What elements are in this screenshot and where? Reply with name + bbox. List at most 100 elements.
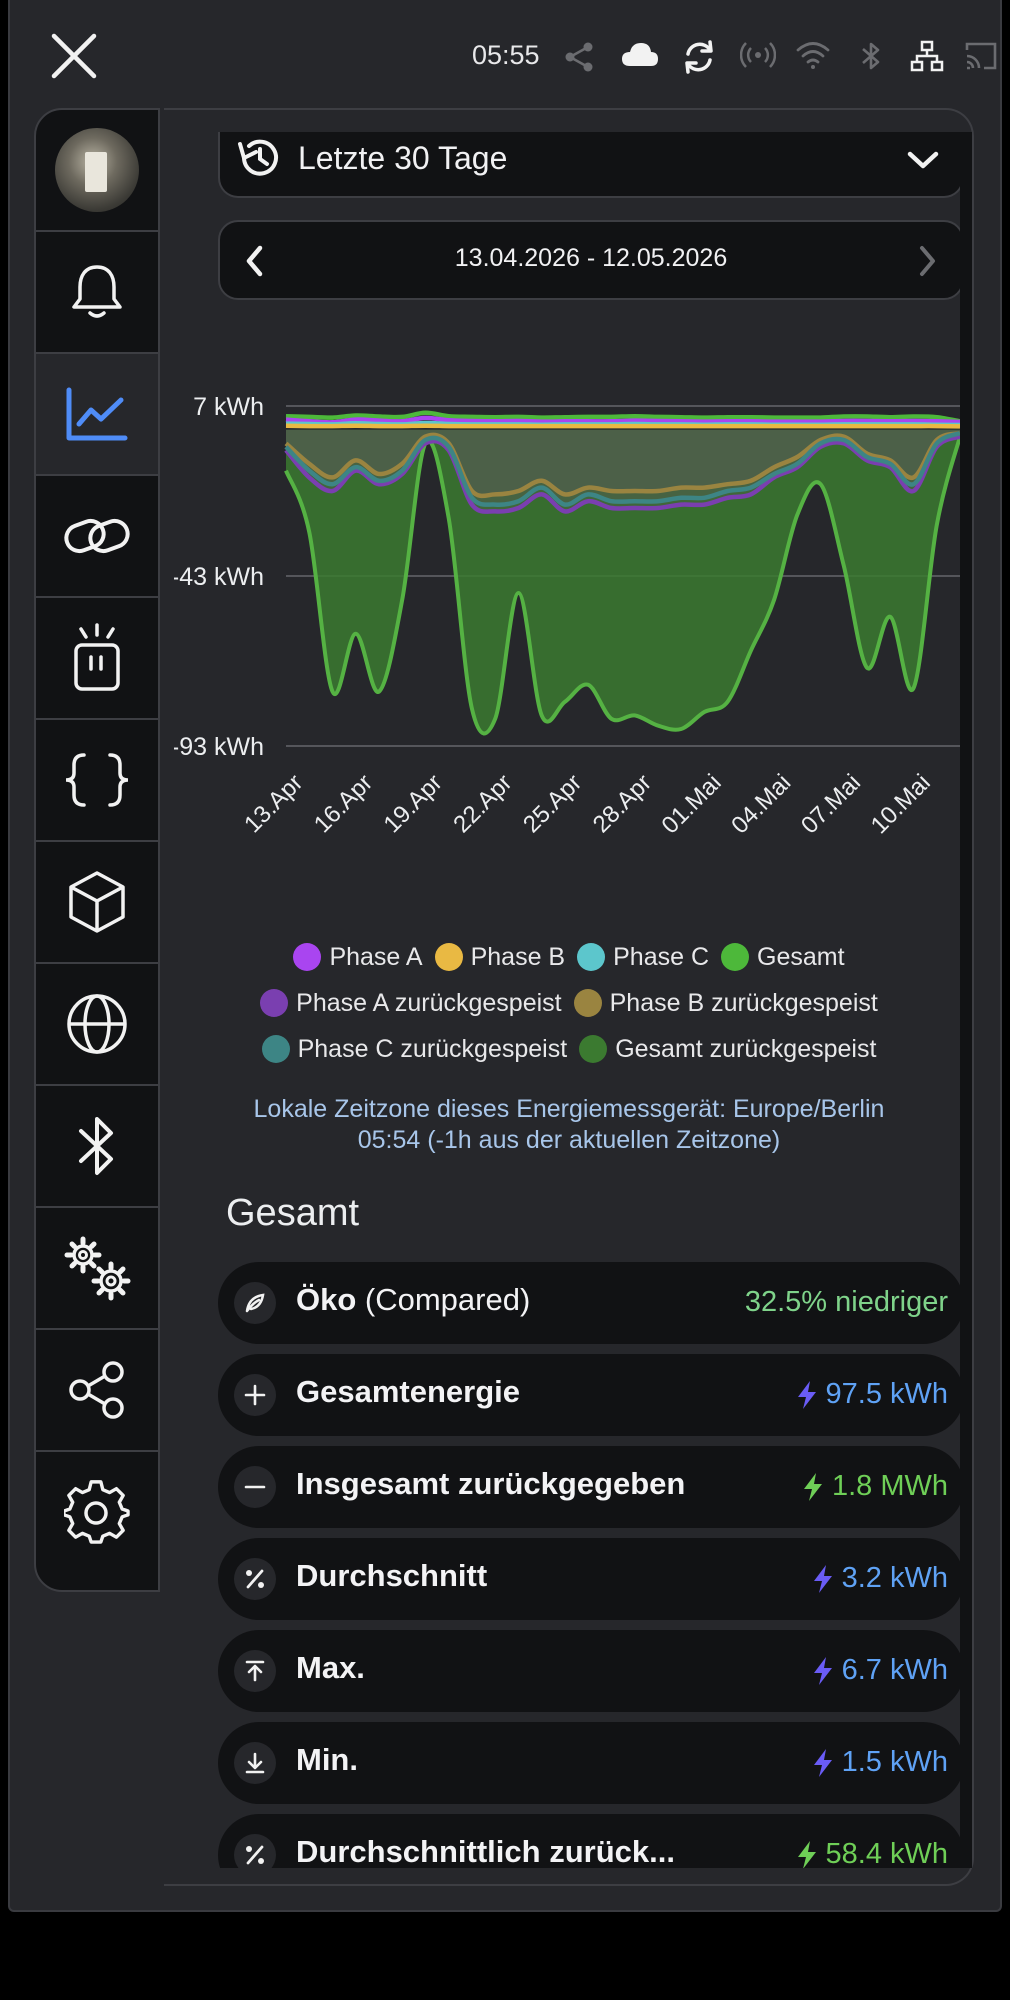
x-tick-label: 10.Mai — [866, 769, 936, 839]
avatar[interactable] — [55, 128, 139, 212]
share-icon — [69, 1361, 124, 1419]
legend-item[interactable]: Phase C — [577, 943, 709, 972]
device-frame: 05:55 — [8, 0, 1002, 1912]
stat-value: 1.8 MWh — [802, 1470, 948, 1503]
legend-item[interactable]: Phase A zurückgespeist — [260, 989, 562, 1018]
stat-value: 32.5% niedriger — [745, 1286, 948, 1319]
stat-row[interactable]: Min. 1.5 kWh — [218, 1722, 964, 1804]
x-tick-label: 13.Apr — [239, 769, 308, 838]
stat-value: 97.5 kWh — [796, 1378, 949, 1411]
bolt-icon — [813, 1748, 832, 1777]
series-line — [285, 423, 961, 429]
percent-icon — [234, 1834, 276, 1868]
stat-name-text: Max. — [296, 1650, 365, 1685]
stat-name-text: Gesamtenergie — [296, 1374, 520, 1409]
stat-name-text: Öko — [296, 1282, 357, 1317]
series-line — [284, 434, 961, 514]
timezone-line-2: 05:54 (-1h aus der aktuellen Zeitzone) — [357, 1126, 781, 1154]
sidebar-item-sharing[interactable] — [36, 1330, 158, 1452]
legend-swatch — [721, 943, 749, 971]
stat-row[interactable]: Max. 6.7 kWh — [218, 1630, 964, 1712]
legend-label: Phase B zurückgespeist — [609, 988, 878, 1017]
timezone-info: Lokale Zeitzone dieses Energiemessgerät:… — [194, 1094, 944, 1156]
stat-row[interactable]: Gesamtenergie 97.5 kWh — [218, 1354, 964, 1436]
sidebar-item-network[interactable] — [36, 964, 158, 1086]
sidebar-item-profile[interactable] — [36, 110, 158, 232]
sidebar-item-bluetooth[interactable] — [36, 1086, 158, 1208]
period-label: Letzte 30 Tage — [298, 140, 508, 176]
link-icon — [64, 518, 130, 554]
scrollbar[interactable] — [960, 132, 972, 1868]
stat-value: 6.7 kWh — [812, 1654, 948, 1687]
stat-name: Max. — [296, 1650, 365, 1686]
x-tick-label: 19.Apr — [379, 769, 448, 838]
stat-value-text: 97.5 kWh — [825, 1378, 949, 1410]
stat-value: 3.2 kWh — [812, 1562, 948, 1595]
sidebar-item-statistics[interactable] — [36, 354, 158, 476]
broadcast-icon — [740, 42, 776, 68]
legend-item[interactable]: Phase A — [293, 943, 423, 972]
x-tick-label: 04.Mai — [726, 769, 796, 839]
sidebar-item-advanced-settings[interactable] — [36, 1208, 158, 1330]
history-icon — [238, 139, 278, 176]
x-tick-label: 25.Apr — [518, 769, 587, 838]
gears-icon — [64, 1236, 131, 1301]
y-tick-label: 7 kWh — [193, 393, 264, 421]
stat-name: Durchschnittlich zurück... — [296, 1834, 675, 1868]
chart-legend: Phase A Phase B Phase C Gesamt Phase A zurü… — [174, 934, 964, 1072]
stat-name-text: Insgesamt zurückgegeben — [296, 1466, 686, 1501]
legend-swatch — [434, 943, 463, 971]
bolt-icon — [797, 1380, 816, 1409]
sidebar-item-links[interactable] — [36, 476, 158, 598]
x-tick-label: 01.Mai — [657, 769, 727, 839]
timezone-line-1: Lokale Zeitzone dieses Energiemessgerät:… — [253, 1095, 885, 1123]
series-area — [286, 429, 960, 505]
stat-row[interactable]: Insgesamt zurückgegeben 1.8 MWh — [218, 1446, 964, 1528]
stat-value-text: 3.2 kWh — [841, 1562, 948, 1594]
bolt-icon — [797, 1840, 816, 1868]
sidebar-item-notifications[interactable] — [36, 232, 158, 354]
legend-item[interactable]: Phase C zurückgespeist — [261, 1035, 567, 1064]
stat-value: 1.5 kWh — [812, 1746, 948, 1779]
sidebar-item-device[interactable] — [36, 598, 158, 720]
stat-value-text: 1.5 kWh — [841, 1746, 948, 1778]
stat-name-text: Durchschnitt — [296, 1558, 488, 1593]
legend-item[interactable]: Phase B — [434, 942, 566, 972]
section-title: Gesamt — [226, 1192, 360, 1234]
stat-row[interactable]: Durchschnitt 3.2 kWh — [218, 1538, 964, 1620]
leaf-icon — [234, 1282, 276, 1324]
sidebar — [34, 108, 160, 1592]
legend-label: Gesamt — [757, 942, 845, 971]
stat-name: Öko (Compared) — [296, 1282, 530, 1318]
previous-period-button[interactable] — [244, 244, 266, 278]
stat-value-text: 6.7 kWh — [841, 1654, 948, 1686]
percent-icon — [234, 1558, 276, 1600]
next-period-button[interactable] — [916, 244, 938, 278]
series-line — [285, 415, 961, 425]
close-icon[interactable] — [48, 30, 100, 82]
stat-row[interactable]: Durchschnittlich zurück... 58.4 kWh — [218, 1814, 964, 1868]
stat-name: Gesamtenergie — [296, 1374, 520, 1410]
sidebar-item-settings[interactable] — [36, 1452, 158, 1574]
legend-label: Phase B — [470, 942, 566, 971]
series-area — [286, 429, 960, 496]
globe-icon — [67, 994, 127, 1054]
legend-item[interactable]: Gesamt zurückgespeist — [579, 1035, 876, 1064]
stat-value-text: 32.5% niedriger — [744, 1286, 948, 1318]
sidebar-item-components[interactable] — [36, 842, 158, 964]
stat-row[interactable]: Öko (Compared) 32.5% niedriger — [218, 1262, 964, 1344]
sidebar-item-scripts[interactable] — [36, 720, 158, 842]
energy-chart: 7 kWh -43 kWh -93 kWh 13.Apr 16.Apr 19.Apr 22… — [174, 393, 962, 839]
x-tick-label: 07.Mai — [796, 769, 866, 839]
date-range-label: 13.04.2026 - 12.05.2026 — [454, 244, 728, 272]
cast-icon — [965, 42, 997, 70]
series-area — [286, 429, 960, 734]
legend-item[interactable]: Phase B zurückgespeist — [573, 988, 878, 1018]
legend-swatch — [293, 943, 322, 971]
cloud-icon — [622, 43, 658, 66]
legend-item[interactable]: Gesamt — [721, 943, 845, 972]
period-select[interactable]: Letzte 30 Tage — [218, 132, 964, 198]
series-line — [285, 410, 961, 424]
series-line — [284, 430, 961, 499]
legend-swatch — [573, 989, 602, 1017]
